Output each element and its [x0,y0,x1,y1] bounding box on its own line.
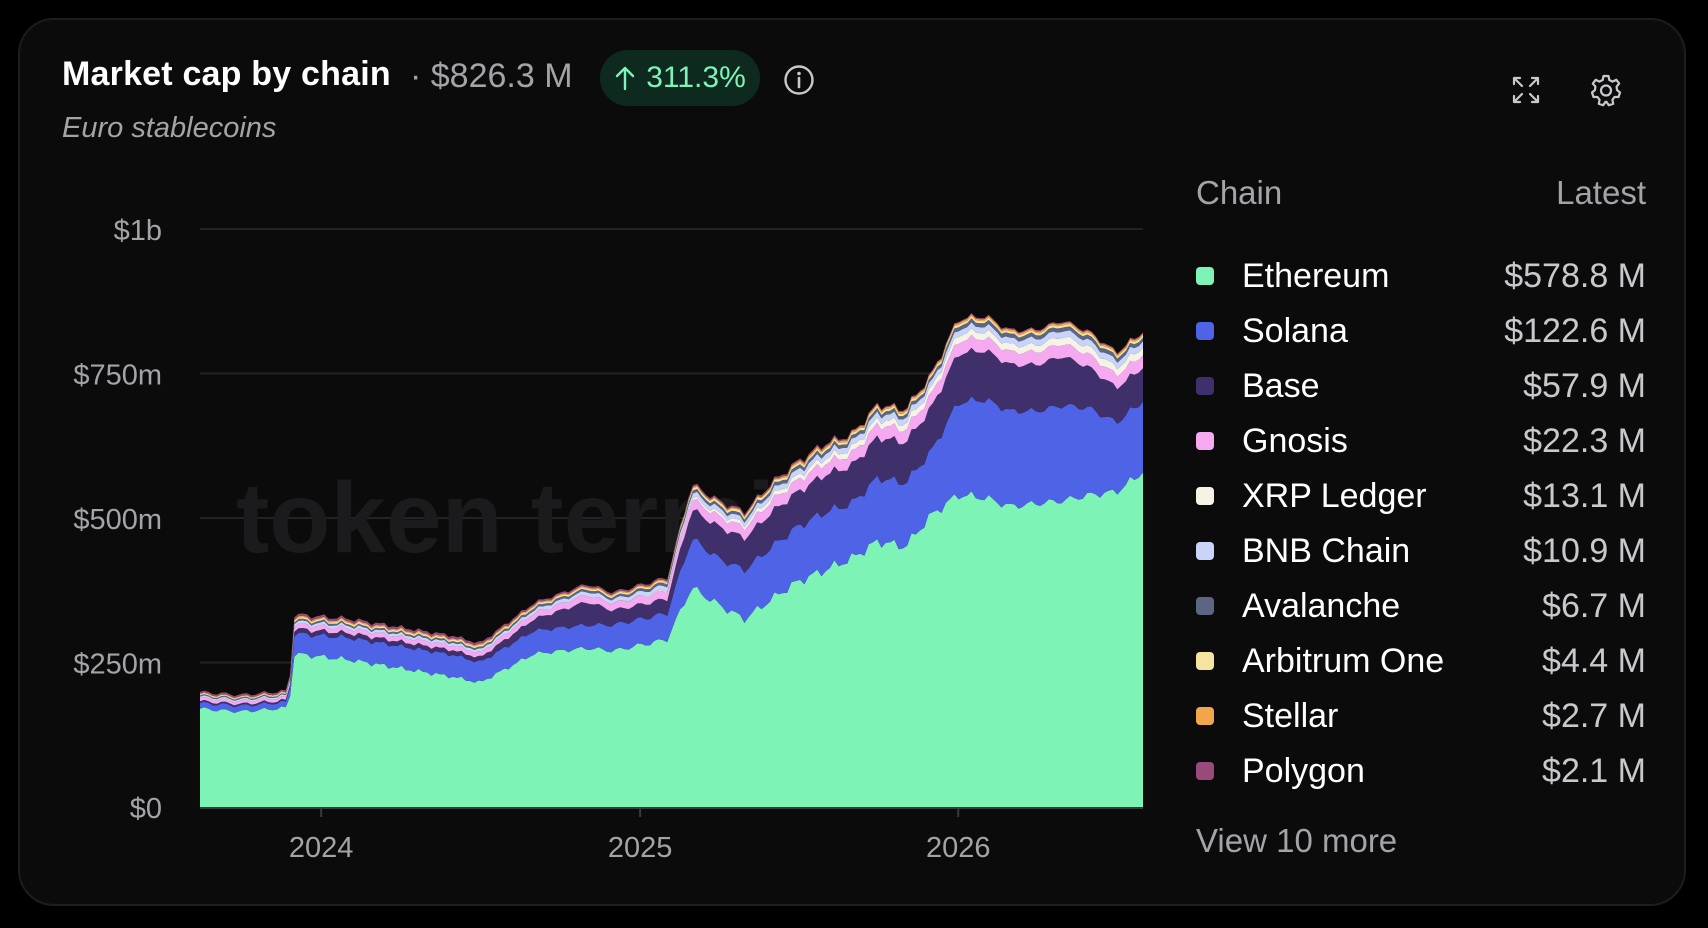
legend-label: Solana [1242,311,1348,350]
y-tick-label: $1b [114,215,162,247]
legend-swatch [1196,597,1214,615]
change-value: 311.3% [646,61,746,94]
legend-swatch [1196,652,1214,670]
legend-value: $10.9 M [1523,531,1646,570]
gear-icon[interactable] [1589,73,1623,107]
chart-title: Market cap by chain [62,55,391,93]
legend-item[interactable]: Avalanche $6.7 M [1196,586,1646,626]
legend-swatch [1196,377,1214,395]
legend-swatch [1196,267,1214,285]
area-stellar [200,314,1143,699]
y-axis: $0 $250m $500m $750m $1b [73,215,162,825]
area-avalanche [200,318,1143,701]
chart-subtitle: Euro stablecoins [62,112,277,144]
legend-header-latest: Latest [1556,174,1646,211]
area-ethereum [200,472,1143,807]
x-tick-label: 2026 [926,832,991,864]
legend-swatch [1196,707,1214,725]
legend-value: $22.3 M [1523,421,1646,460]
legend-value: $57.9 M [1523,366,1646,405]
arrow-up-icon [616,66,635,91]
legend-label: Polygon [1242,751,1365,790]
x-tick-label: 2025 [608,832,673,864]
legend-label: Base [1242,366,1320,405]
legend-swatch [1196,322,1214,340]
area-polygon [200,313,1143,698]
legend-swatch [1196,432,1214,450]
legend-label: XRP Ledger [1242,476,1427,515]
chart-areas [200,313,1143,807]
legend-value: $122.6 M [1504,311,1646,350]
legend-label: Ethereum [1242,256,1390,295]
x-axis: 2024 2025 2026 [200,807,1143,864]
legend-item[interactable]: Polygon $2.1 M [1196,751,1646,791]
legend-item[interactable]: BNB Chain $10.9 M [1196,531,1646,571]
legend-label: Avalanche [1242,586,1401,625]
legend-item[interactable]: Solana $122.6 M [1196,311,1646,351]
view-more-link[interactable]: View 10 more [1196,822,1398,859]
legend-item[interactable]: Ethereum $578.8 M [1196,256,1646,296]
info-icon[interactable] [783,64,815,96]
legend-item[interactable]: XRP Ledger $13.1 M [1196,476,1646,516]
legend-value: $6.7 M [1542,586,1646,625]
legend-item[interactable]: Gnosis $22.3 M [1196,421,1646,461]
y-tick-label: $250m [73,649,162,681]
legend-swatch [1196,762,1214,780]
legend-value: $2.7 M [1542,696,1646,735]
area-arbitrum-one [200,315,1143,700]
area-solana [200,396,1143,713]
legend-value: $4.4 M [1542,641,1646,680]
legend-value: $13.1 M [1523,476,1646,515]
legend-header-chain: Chain [1196,174,1283,211]
total-value: · $826.3 M [410,57,573,95]
y-tick-label: $500m [73,504,162,536]
expand-icon[interactable] [1511,75,1541,105]
area-base [200,347,1143,708]
legend-item[interactable]: Arbitrum One $4.4 M [1196,641,1646,681]
legend-label: Stellar [1242,696,1339,735]
change-badge: 311.3% [600,50,760,106]
legend-value: $2.1 M [1542,751,1646,790]
x-tick-label: 2024 [289,832,354,864]
legend-item[interactable]: Stellar $2.7 M [1196,696,1646,736]
legend-swatch [1196,542,1214,560]
y-tick-label: $0 [130,793,162,825]
legend-item[interactable]: Base $57.9 M [1196,366,1646,406]
legend-label: Gnosis [1242,421,1348,460]
y-tick-label: $750m [73,360,162,392]
legend-swatch [1196,487,1214,505]
legend-value: $578.8 M [1504,256,1646,295]
legend-label: BNB Chain [1242,531,1411,570]
legend-label: Arbitrum One [1242,641,1445,680]
area-bnb-chain [200,322,1143,703]
